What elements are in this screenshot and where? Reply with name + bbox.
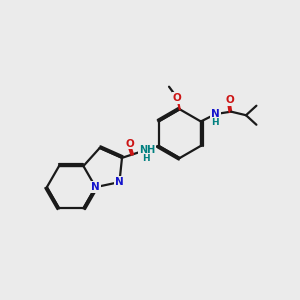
Text: N: N [115,177,124,187]
Text: N: N [211,109,220,119]
Text: NH: NH [139,145,155,155]
Text: H: H [142,154,150,163]
Text: O: O [125,139,134,148]
Text: N: N [91,182,100,192]
Text: O: O [173,93,182,103]
Text: O: O [225,95,234,106]
Text: H: H [212,118,219,127]
